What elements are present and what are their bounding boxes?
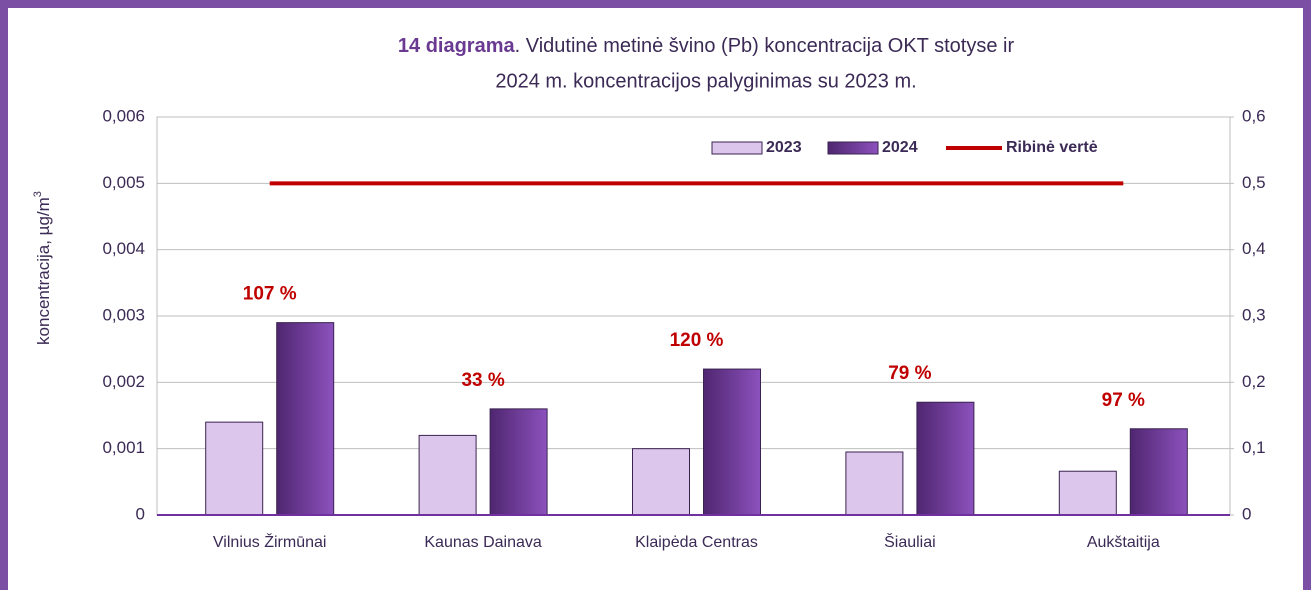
bar (1058, 470, 1117, 516)
y-label-sup: 3 (32, 191, 44, 197)
bar (703, 368, 761, 516)
bar (276, 322, 335, 516)
y-tick-label: 0,003 (102, 305, 145, 324)
y-tick-label: 0 (136, 504, 145, 523)
x-tick-label: Aukštaitija (1087, 534, 1160, 551)
change-label: 107 % (243, 284, 297, 305)
y-axis-label: koncentracija, µg/m3 (32, 191, 54, 345)
title-bold: 14 diagrama (398, 35, 516, 57)
y2-tick-label: 0,5 (1242, 173, 1266, 192)
bar (205, 421, 264, 516)
legend-label: 2024 (882, 139, 918, 156)
x-tick-label: Vilnius Žirmūnai (213, 532, 327, 551)
legend-swatch (711, 141, 763, 155)
x-tick-label: Kaunas Dainava (424, 534, 542, 551)
change-label: 97 % (1102, 390, 1145, 411)
change-label: 120 % (670, 330, 724, 351)
bar (1129, 428, 1188, 516)
bar (632, 448, 690, 516)
change-label: 33 % (461, 370, 504, 391)
chart-subtitle: 2024 m. koncentracijos palyginimas su 20… (495, 70, 916, 92)
bar (489, 408, 548, 516)
y-tick-label: 0,002 (102, 372, 145, 391)
y-tick-label: 0,005 (102, 173, 145, 192)
legend-swatch (827, 141, 879, 155)
legend-label: Ribinė vertė (1006, 139, 1098, 156)
y-tick-label: 0,006 (102, 106, 145, 125)
y2-tick-label: 0 (1242, 504, 1251, 523)
y-tick-label: 0,001 (102, 438, 145, 457)
y2-tick-label: 0,1 (1242, 438, 1266, 457)
bar (916, 401, 975, 516)
y-tick-label: 0,004 (102, 239, 145, 258)
y2-tick-label: 0,6 (1242, 106, 1266, 125)
legend-label: 2023 (766, 139, 802, 156)
x-tick-label: Klaipėda Centras (635, 534, 758, 551)
bar (418, 434, 477, 516)
bar (845, 451, 904, 516)
title-line1: . Vidutinė metinė švino (Pb) koncentraci… (515, 35, 1015, 57)
y-label: koncentracija, µg/m (34, 197, 53, 345)
y2-tick-label: 0,4 (1242, 239, 1266, 258)
change-label: 79 % (888, 363, 931, 384)
y2-tick-label: 0,2 (1242, 372, 1266, 391)
x-tick-label: Šiauliai (884, 532, 936, 551)
chart-title: 14 diagrama. Vidutinė metinė švino (Pb) … (398, 35, 1015, 57)
y2-tick-label: 0,3 (1242, 305, 1266, 324)
